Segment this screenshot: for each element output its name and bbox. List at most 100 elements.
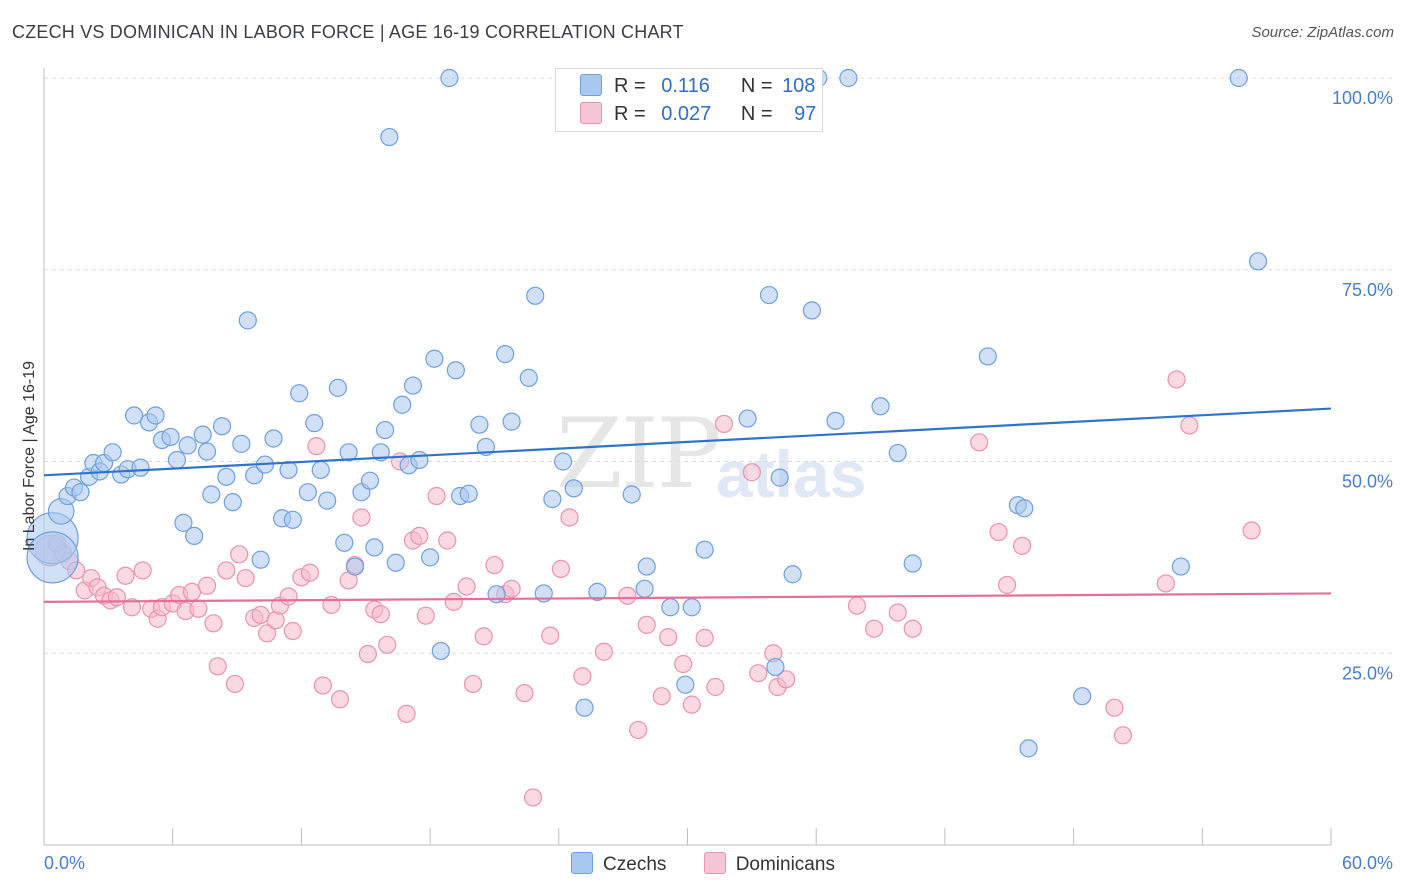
czech-point [440, 68, 459, 88]
czech-point [543, 489, 562, 509]
dominican-point [230, 545, 249, 564]
dominican-point [551, 559, 571, 578]
czech-point [826, 411, 845, 430]
dominican-point [189, 599, 208, 618]
czech-point [766, 657, 785, 677]
czech-point [212, 417, 232, 436]
dominican-point [197, 576, 217, 595]
dominican-point [257, 624, 277, 643]
dominican-point [107, 588, 127, 607]
czech-point [802, 301, 822, 320]
czech-point [174, 513, 193, 532]
dominican-point [397, 704, 416, 723]
tick-labels: 25.0% 50.0% 75.0% 100.0% 0.0% 60.0% [44, 88, 1393, 873]
dominican-point [637, 615, 656, 634]
dominican-point [594, 642, 613, 661]
dominican-point [714, 414, 734, 434]
czech-point [365, 538, 384, 557]
legend-row-czechs: R = 0.116 N = 108 [580, 73, 815, 99]
czech-point [202, 485, 221, 504]
dominican-point [1242, 521, 1261, 540]
dominican-point [674, 654, 693, 674]
czech-point [345, 557, 365, 576]
czech-point [487, 585, 506, 604]
czech-point [519, 368, 538, 387]
czech-trend-line [43, 407, 1332, 477]
czech-point [167, 450, 187, 470]
dominican-point [888, 603, 907, 622]
dominican-point [706, 677, 725, 697]
czech-point [759, 285, 779, 305]
czech-point [290, 384, 309, 403]
czech-point [410, 450, 429, 470]
dominican-point [208, 657, 227, 676]
czech-point [470, 415, 489, 434]
czech-point [328, 378, 347, 397]
czech-point [575, 698, 594, 717]
dominican-point [742, 463, 761, 482]
dominican-point [225, 674, 245, 694]
czech-point [238, 311, 257, 330]
source-credit: Source: ZipAtlas.com [1251, 24, 1394, 41]
dominican-point [427, 486, 446, 506]
series-legend: Czechs Dominicans [0, 852, 1406, 876]
correlation-legend: R = 0.116 N = 108 R = 0.027 N = 97 [555, 68, 823, 132]
chart-title: CZECH VS DOMINICAN IN LABOR FORCE | AGE … [12, 22, 684, 42]
czech-point [178, 436, 197, 455]
dominican-point [541, 626, 560, 645]
dominican-point [1167, 370, 1186, 389]
dominican-point [378, 635, 397, 654]
dominican-points [34, 370, 1261, 807]
dominican-point [133, 561, 152, 580]
czech-point [526, 286, 545, 305]
dominican-point [573, 667, 592, 686]
dominican-point [515, 684, 534, 703]
legend-dominican-n-label: N = [740, 103, 773, 125]
czech-point [197, 442, 217, 461]
czech-point [635, 579, 654, 598]
legend-row-dominicans: R = 0.027 N = 97 [580, 101, 816, 127]
czech-point [403, 376, 423, 395]
dominican-point [970, 433, 989, 452]
dominican-point [358, 644, 377, 664]
dominican-point [998, 575, 1017, 595]
dominican-point [474, 627, 493, 646]
czech-point [553, 452, 573, 471]
czech-points [26, 68, 1268, 758]
czech-point [661, 598, 680, 617]
dominican-point [116, 566, 135, 585]
czech-point [311, 460, 330, 480]
czech-point [264, 429, 283, 448]
czech-point [318, 491, 337, 510]
czech-point [502, 412, 521, 431]
axes [43, 68, 1332, 846]
czech-point [217, 467, 236, 486]
czech-point [839, 68, 858, 88]
czech-point [738, 409, 757, 428]
dominican-point [410, 526, 429, 545]
dominican-point [695, 628, 714, 648]
dominican-point [629, 720, 648, 740]
dominican-point [300, 563, 320, 582]
dominican-legend-swatch-icon [703, 852, 726, 874]
czech-point [1248, 252, 1268, 271]
dominican-point [1013, 536, 1032, 555]
dominican-swatch-icon [580, 102, 602, 124]
czech-point [978, 347, 997, 366]
czech-point [431, 641, 450, 661]
czech-point [161, 427, 180, 447]
czech-point [676, 675, 695, 694]
czech-point [339, 443, 358, 462]
dominican-point [485, 555, 504, 575]
czech-point [1015, 499, 1034, 518]
czech-point [185, 526, 204, 545]
dominican-point [1105, 698, 1124, 717]
czech-swatch-icon [580, 74, 602, 96]
dominican-point [313, 676, 332, 695]
dominican-point [457, 577, 476, 596]
czech-point [695, 540, 714, 559]
dominican-point [1180, 416, 1199, 435]
czech-point [637, 557, 656, 576]
dominican-point [438, 531, 457, 550]
